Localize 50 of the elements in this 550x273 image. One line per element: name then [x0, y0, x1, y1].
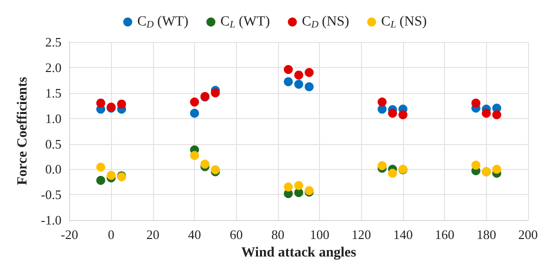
point: [294, 70, 304, 80]
x-tick-label: 160: [434, 227, 454, 242]
x-tick-label: 0: [108, 227, 114, 242]
point: [388, 108, 398, 118]
point: [96, 162, 106, 172]
point: [210, 88, 220, 98]
point: [284, 182, 293, 192]
point: [96, 98, 106, 108]
point: [378, 161, 387, 170]
point: [200, 160, 210, 169]
point: [284, 64, 293, 74]
x-tick-label: -20: [60, 227, 78, 242]
point: [492, 110, 502, 120]
y-tick-label: 0.0: [45, 162, 62, 177]
point: [304, 82, 314, 92]
point: [190, 98, 200, 107]
x-tick-label: 180: [476, 227, 496, 242]
y-tick-label: -0.5: [40, 187, 62, 202]
x-tick-label: 20: [146, 227, 160, 242]
point: [398, 110, 408, 120]
point: [190, 150, 200, 160]
x-tick-label: 80: [271, 227, 284, 242]
y-tick-label: 2.5: [45, 34, 62, 50]
point: [304, 68, 314, 78]
y-tick-label: -1.0: [40, 212, 62, 228]
point: [106, 170, 116, 180]
point: [471, 160, 480, 170]
x-axis-title: Wind attack angles: [241, 246, 357, 260]
point: [190, 108, 200, 118]
point: [117, 100, 126, 109]
y-tick-label: 1.0: [45, 110, 62, 126]
point: [96, 176, 106, 185]
x-tick-label: 200: [518, 227, 538, 242]
point: [284, 77, 293, 86]
y-tick-label: 2.0: [45, 60, 62, 75]
y-tick-label: 0.5: [45, 136, 62, 152]
x-tick-label: 120: [352, 227, 372, 242]
x-tick-label: 140: [393, 227, 413, 242]
y-tick-label: 1.5: [45, 85, 62, 100]
point: [294, 181, 304, 190]
point: [471, 98, 480, 108]
point: [378, 98, 387, 107]
x-tick-label: 40: [188, 227, 202, 242]
point: [492, 164, 502, 174]
x-tick-label: 60: [230, 227, 243, 242]
y-axis-title: Force Coefficients: [16, 76, 30, 186]
point: [482, 108, 491, 118]
point: [294, 80, 304, 89]
x-tick-label: 100: [310, 227, 330, 242]
point: [388, 168, 398, 178]
